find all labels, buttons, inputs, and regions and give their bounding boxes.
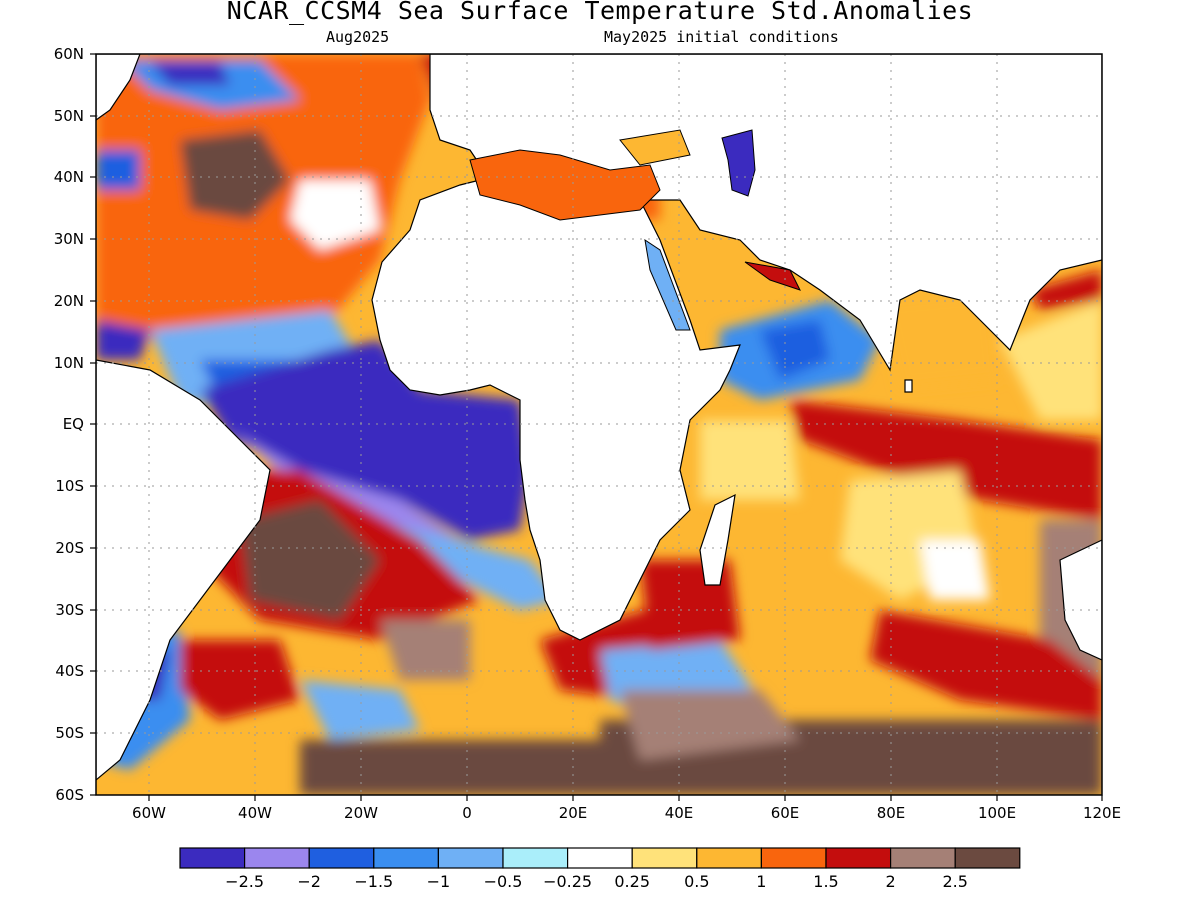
south-america-land [96,359,271,781]
lat-label: 40N [53,168,84,186]
inland-seas [469,129,801,331]
lon-label: 60E [770,804,800,822]
axis-ticks [90,53,1103,801]
colorbar-label: 2.5 [942,872,968,891]
colorbar-swatch [437,847,504,869]
lat-label: 30N [53,230,84,248]
lat-label: 40S [55,662,84,680]
colorbar-label: −0.25 [543,872,593,891]
colorbar-swatch [308,847,375,869]
lon-label: 40W [238,804,272,822]
colorbar-label: 0.5 [684,872,710,891]
lon-label: 40E [664,804,694,822]
lon-label: 80E [876,804,906,822]
map-title: NCAR_CCSM4 Sea Surface Temperature Std.A… [226,0,974,25]
initial-conditions: May2025 initial conditions [604,28,839,46]
forecast-month: Aug2025 [326,28,390,46]
lat-label: EQ [62,415,84,433]
lat-label: 30S [55,601,84,619]
colorbar-label: 1.5 [813,872,839,891]
graticule [96,54,1102,795]
lat-label: 20S [55,539,84,557]
colorbar-label: 1 [756,872,767,891]
lat-label: 60N [53,45,84,63]
lon-label: 20E [558,804,588,822]
lat-label: 10S [55,477,84,495]
land-masses [96,54,1102,781]
colorbar-label: −0.5 [483,872,523,891]
lat-label: 10N [53,354,84,372]
colorbar-label: −2.5 [225,872,265,891]
colorbar-swatch [179,847,246,869]
colorbar-label: −1.5 [354,872,394,891]
sst-anomaly-field [96,54,1102,795]
lat-label: 20N [53,292,84,310]
colorbar-swatch [954,847,1021,869]
lon-label: 100E [977,804,1017,822]
lon-label: 20W [344,804,378,822]
north-america-land [96,54,141,121]
lon-label: 0 [462,804,472,822]
colorbar-label: −2 [297,872,321,891]
colorbar-swatch [631,847,698,869]
lon-label: 120E [1082,804,1122,822]
colorbar-swatch [696,847,762,869]
lat-label: 50S [55,724,84,742]
lon-label: 60W [132,804,166,822]
colorbar-swatch [889,847,956,869]
colorbar-swatch [373,847,439,869]
colorbar-swatch [825,847,892,869]
lat-label: 50N [53,107,84,125]
colorbar-swatch [244,847,310,869]
colorbar-swatch [760,847,827,869]
madagascar-land [699,493,736,586]
lat-label: 60S [55,786,84,804]
colorbar-label: 0.25 [614,872,650,891]
colorbar-swatch [566,847,633,869]
colorbar-label: −1 [426,872,451,891]
colorbar-swatch [502,847,569,869]
colorbar-label: 2 [885,872,896,891]
